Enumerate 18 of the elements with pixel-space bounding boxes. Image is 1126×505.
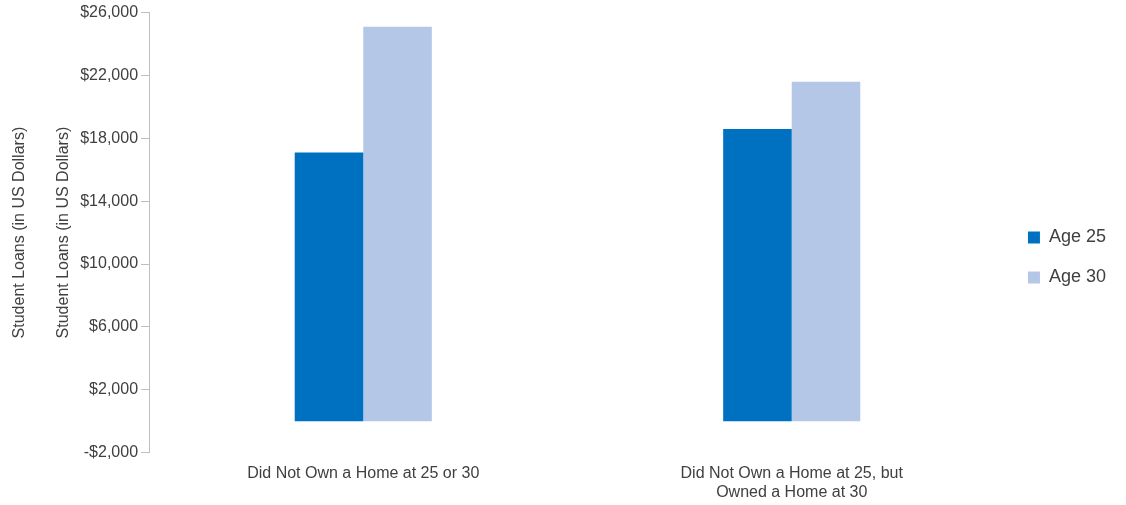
y-tick-label: -$2,000 (83, 443, 139, 461)
y-tick-label: $10,000 (80, 254, 139, 272)
legend-label: Age 25 (1048, 226, 1107, 247)
y-tick-label: $2,000 (89, 380, 139, 398)
bar (363, 26, 432, 422)
y-tick-label: $6,000 (89, 317, 139, 335)
text: Student Loans (in US Dollars) (10, 126, 28, 339)
x-tick-label: Did Not Own a Home at 25 or 30 (247, 463, 480, 481)
y-tick-label: $22,000 (80, 65, 139, 83)
bar (791, 81, 861, 422)
y-axis-title: Student Loans (in US Dollars) (54, 126, 72, 339)
legend-label: Age 30 (1048, 266, 1107, 287)
y-tick-label: $18,000 (80, 128, 139, 146)
y-tick-label: $26,000 (80, 3, 139, 21)
x-tick-label: Did Not Own a Home at 25, but Owned a Home at 30 (680, 463, 904, 500)
bar (294, 152, 364, 422)
bar (723, 128, 792, 422)
y-tick-label: $14,000 (80, 191, 139, 209)
